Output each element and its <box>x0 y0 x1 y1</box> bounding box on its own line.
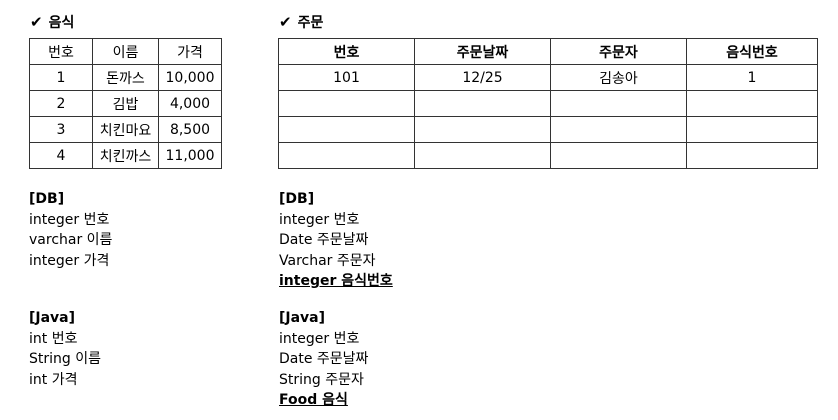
food-section-title: ✔ 음식 <box>30 12 74 32</box>
table-cell: 1 <box>686 64 818 91</box>
order-db-notes: [DB] integer 번호 Date 주문날짜 Varchar 주문자 in… <box>279 189 393 292</box>
column-header: 가격 <box>158 38 222 65</box>
table-cell: 8,500 <box>158 116 222 143</box>
table-cell: 4,000 <box>158 90 222 117</box>
table-cell: 12/25 <box>414 64 551 91</box>
table-row: 4 치킨까스 11,000 <box>29 142 222 169</box>
db-field: integer 번호 <box>279 211 360 228</box>
table-cell <box>414 142 551 169</box>
order-java-notes: [Java] integer 번호 Date 주문날짜 String 주문자 F… <box>279 308 368 411</box>
java-field: integer 번호 <box>279 330 360 347</box>
db-field: Date 주문날짜 <box>279 232 369 248</box>
table-cell: 101 <box>278 64 415 91</box>
java-field: String 주문자 <box>279 371 364 388</box>
table-row <box>278 142 818 169</box>
table-cell: 김밥 <box>92 90 159 117</box>
table-header-row: 번호 이름 가격 <box>29 38 222 65</box>
checkmark-icon: ✔ <box>279 13 292 31</box>
table-cell: 치킨까스 <box>92 142 159 169</box>
table-cell: 3 <box>29 116 93 143</box>
table-row <box>278 116 818 143</box>
column-header: 번호 <box>278 38 415 65</box>
table-row: 1 돈까스 10,000 <box>29 64 222 91</box>
checkmark-icon: ✔ <box>30 13 43 31</box>
table-row: 3 치킨마요 8,500 <box>29 116 222 143</box>
table-cell <box>686 90 818 117</box>
column-header: 주문날짜 <box>414 38 551 65</box>
table-row: 2 김밥 4,000 <box>29 90 222 117</box>
java-heading: [Java] <box>29 310 76 326</box>
java-field: String 이름 <box>29 351 101 367</box>
column-header: 번호 <box>29 38 93 65</box>
table-cell <box>278 142 415 169</box>
db-field: Varchar 주문자 <box>279 252 376 269</box>
column-header: 이름 <box>92 38 159 65</box>
table-cell <box>550 142 687 169</box>
column-header: 주문자 <box>550 38 687 65</box>
java-food-reference-field: Food 음식 <box>279 392 348 408</box>
table-cell: 김송아 <box>550 64 687 91</box>
table-cell <box>278 116 415 143</box>
java-heading: [Java] <box>279 310 326 326</box>
table-cell: 10,000 <box>158 64 222 91</box>
food-db-notes: [DB] integer 번호 varchar 이름 integer 가격 <box>29 189 112 271</box>
food-table: 번호 이름 가격 1 돈까스 10,000 2 김밥 4,000 3 치킨마요 … <box>29 38 222 169</box>
table-cell <box>414 116 551 143</box>
table-cell <box>550 90 687 117</box>
table-cell: 치킨마요 <box>92 116 159 143</box>
db-heading: [DB] <box>29 191 65 207</box>
table-cell: 1 <box>29 64 93 91</box>
table-cell: 2 <box>29 90 93 117</box>
java-field: int 번호 <box>29 330 78 347</box>
table-row: 101 12/25 김송아 1 <box>278 64 818 91</box>
table-cell: 11,000 <box>158 142 222 169</box>
food-java-notes: [Java] int 번호 String 이름 int 가격 <box>29 308 101 390</box>
food-title: 음식 <box>48 15 75 31</box>
table-cell <box>686 116 818 143</box>
db-field: integer 번호 <box>29 211 110 228</box>
table-cell <box>414 90 551 117</box>
order-title: 주문 <box>297 15 324 31</box>
java-field: Date 주문날짜 <box>279 351 369 367</box>
order-section-title: ✔ 주문 <box>279 12 323 32</box>
table-row <box>278 90 818 117</box>
table-cell <box>278 90 415 117</box>
db-field: varchar 이름 <box>29 232 113 248</box>
db-foreign-key-field: integer 음식번호 <box>279 273 393 289</box>
java-field: int 가격 <box>29 371 78 388</box>
table-cell: 4 <box>29 142 93 169</box>
db-field: integer 가격 <box>29 252 110 269</box>
table-cell <box>550 116 687 143</box>
order-table: 번호 주문날짜 주문자 음식번호 101 12/25 김송아 1 <box>278 38 818 169</box>
table-header-row: 번호 주문날짜 주문자 음식번호 <box>278 38 818 65</box>
db-heading: [DB] <box>279 191 315 207</box>
table-cell <box>686 142 818 169</box>
column-header: 음식번호 <box>686 38 818 65</box>
table-cell: 돈까스 <box>92 64 159 91</box>
